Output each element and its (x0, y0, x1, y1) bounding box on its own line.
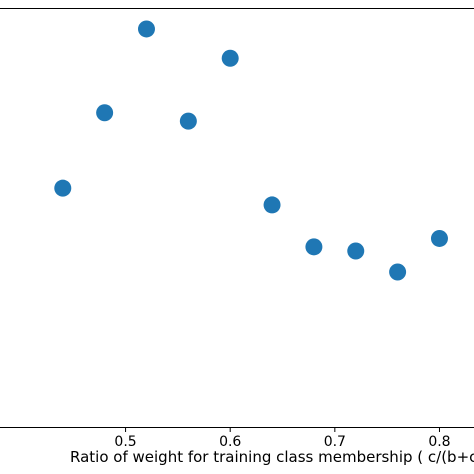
x-tick-label: 0.7 (324, 434, 346, 450)
data-point (430, 229, 448, 247)
data-point (305, 238, 323, 256)
x-tick-label: 0.5 (114, 434, 136, 450)
x-tick-label: 0.6 (219, 434, 241, 450)
data-point (179, 112, 197, 130)
data-point (263, 196, 281, 214)
x-axis-label: Ratio of weight for training class membe… (70, 448, 474, 466)
data-point (137, 20, 155, 38)
data-point (389, 263, 407, 281)
data-point (54, 179, 72, 197)
x-axis-ticks: 0.5 0.6 0.7 0.8 (114, 427, 451, 450)
data-point (221, 49, 239, 67)
x-tick-label: 0.8 (428, 434, 450, 450)
data-points (54, 20, 448, 281)
plot-background (0, 8, 474, 427)
data-point (96, 104, 114, 122)
data-point (347, 242, 365, 260)
